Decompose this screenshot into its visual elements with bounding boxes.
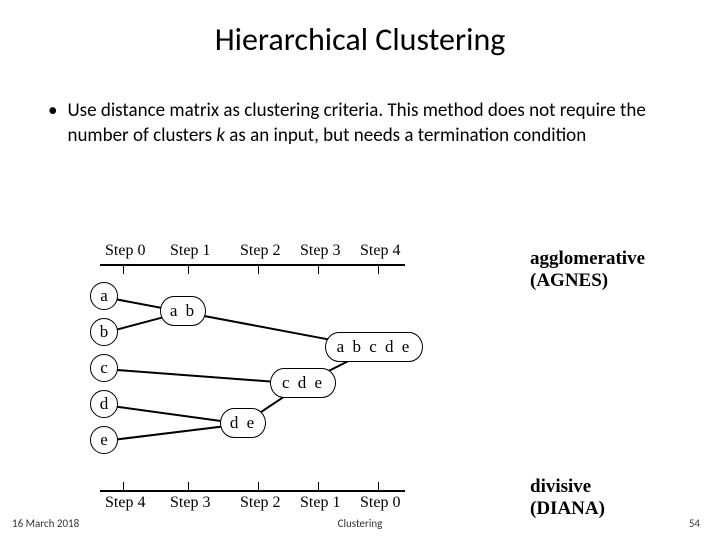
bullet-block: • Use distance matrix as clustering crit… xyxy=(0,59,720,148)
node-e: e xyxy=(90,426,118,454)
divisive-line2: (DIANA) xyxy=(530,498,605,520)
bullet-k: k xyxy=(216,124,225,147)
bullet-text: Use distance matrix as clustering criter… xyxy=(67,99,672,148)
step-top-0: Step 0 xyxy=(105,242,145,260)
tick-top xyxy=(188,264,189,274)
node-label-a: a xyxy=(100,286,108,306)
agglomerative-line2: (AGNES) xyxy=(530,270,645,292)
bullet-suffix: as an input, but needs a termination con… xyxy=(225,124,586,147)
step-bot-0: Step 4 xyxy=(105,494,145,512)
node-d: d xyxy=(90,390,118,418)
node-ab: a b xyxy=(160,296,206,326)
footer-date: 16 March 2018 xyxy=(12,517,79,530)
divisive-line1: divisive xyxy=(530,476,605,498)
tick-bot xyxy=(318,482,319,492)
node-label-c: c xyxy=(100,358,108,378)
node-label-d: d xyxy=(100,394,109,414)
step-top-3: Step 3 xyxy=(300,242,340,260)
tick-top xyxy=(123,264,124,274)
node-label-ab: a b xyxy=(170,301,196,321)
step-top-1: Step 1 xyxy=(170,242,210,260)
node-label-de: d e xyxy=(230,413,256,433)
step-bot-3: Step 1 xyxy=(300,494,340,512)
node-abcde: a b c d e xyxy=(325,332,423,362)
footer-center: Clustering xyxy=(338,517,383,530)
tick-top xyxy=(318,264,319,274)
node-label-abcde: a b c d e xyxy=(337,337,412,357)
step-bot-4: Step 0 xyxy=(360,494,400,512)
node-de: d e xyxy=(220,408,266,438)
tick-top xyxy=(378,264,379,274)
axis-bottom xyxy=(100,490,405,492)
node-c: c xyxy=(90,354,118,382)
tick-top xyxy=(258,264,259,274)
slide-title: Hierarchical Clustering xyxy=(0,0,720,59)
tick-bot xyxy=(188,482,189,492)
tick-bot xyxy=(378,482,379,492)
node-label-e: e xyxy=(100,430,108,450)
agglomerative-line1: agglomerative xyxy=(530,248,645,270)
node-label-b: b xyxy=(100,322,109,342)
tick-bot xyxy=(123,482,124,492)
tick-bot xyxy=(258,482,259,492)
agglomerative-label: agglomerative (AGNES) xyxy=(530,248,645,292)
node-cde: c d e xyxy=(270,368,336,398)
step-top-2: Step 2 xyxy=(240,242,280,260)
node-b: b xyxy=(90,318,118,346)
step-bot-2: Step 2 xyxy=(240,494,280,512)
step-bot-1: Step 3 xyxy=(170,494,210,512)
axis-top xyxy=(100,264,405,266)
node-label-cde: c d e xyxy=(282,373,324,393)
bullet-dot: • xyxy=(48,99,57,124)
footer-page-number: 54 xyxy=(689,517,700,530)
divisive-label: divisive (DIANA) xyxy=(530,476,605,520)
step-top-4: Step 4 xyxy=(360,242,400,260)
node-a: a xyxy=(90,282,118,310)
